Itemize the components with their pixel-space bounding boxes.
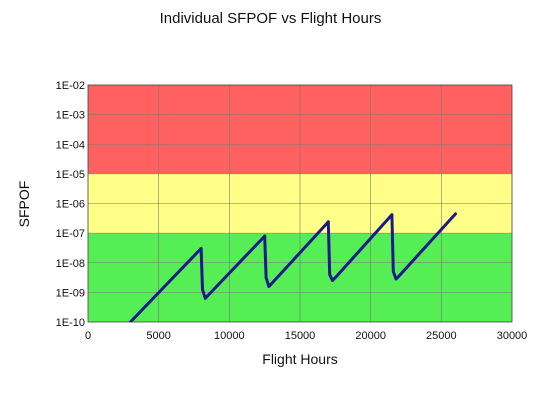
series-line-segment-0 xyxy=(128,247,203,322)
x-tick-label: 20000 xyxy=(355,330,386,342)
y-tick-label: 1E-03 xyxy=(56,110,85,122)
x-tick-label: 15000 xyxy=(285,330,316,342)
y-tick-label: 1E-07 xyxy=(56,228,85,240)
y-tick-label: 1E-08 xyxy=(56,258,85,270)
x-tick-label: 30000 xyxy=(497,330,528,342)
y-tick-label: 1E-02 xyxy=(56,80,85,92)
x-tick-label: 25000 xyxy=(426,330,457,342)
series-line-segment-1 xyxy=(199,234,267,300)
chart-title: Individual SFPOF vs Flight Hours xyxy=(159,10,382,27)
plot-border xyxy=(87,84,513,323)
y-tick-label: 1E-06 xyxy=(56,199,85,211)
x-tick-label: 0 xyxy=(85,330,91,342)
x-axis-title: Flight Hours xyxy=(262,351,338,367)
y-tick-label: 1E-10 xyxy=(56,317,85,329)
y-tick-label: 1E-05 xyxy=(56,169,85,181)
x-tick-label: 5000 xyxy=(146,330,170,342)
series-line-segment-2 xyxy=(263,220,330,288)
y-tick-label: 1E-04 xyxy=(56,139,85,151)
y-tick-label: 1E-09 xyxy=(56,287,85,299)
x-tick-label: 10000 xyxy=(214,330,245,342)
series-line-segment-3 xyxy=(326,213,394,282)
series-line-segment-4 xyxy=(390,212,457,281)
y-axis-title: SFPOF xyxy=(16,180,32,228)
